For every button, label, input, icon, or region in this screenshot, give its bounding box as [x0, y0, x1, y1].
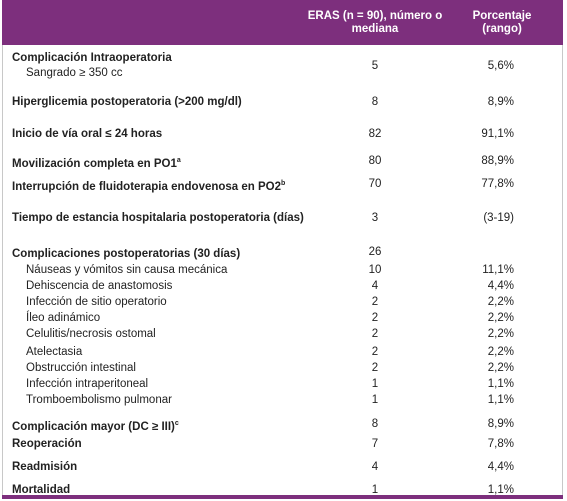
percent-value: 8,9%: [487, 96, 514, 108]
eras-value: 4: [371, 461, 379, 473]
percent-value: 4,4%: [487, 461, 514, 473]
column-header: ERAS (n = 90), número o mediana: [307, 10, 443, 35]
percent-value: 8,9%: [487, 418, 514, 430]
percent-value: 2,2%: [487, 346, 514, 358]
label-text: Interrupción de fluidoterapia endovenosa…: [12, 180, 282, 193]
eras-value: 3: [371, 212, 379, 224]
row-label: Obstrucción intestinal: [26, 362, 136, 374]
percent-value: 11,1%: [482, 264, 514, 276]
row-label: Celulitis/necrosis ostomal: [26, 328, 156, 340]
eras-value: 2: [371, 296, 379, 308]
row-label: Íleo adinámico: [26, 312, 101, 324]
eras-value: 2: [371, 362, 379, 374]
percent-value: 2,2%: [487, 312, 514, 324]
percent-value: 5,6%: [487, 60, 514, 72]
percent-value: 1,1%: [487, 484, 514, 496]
row-label: Mortalidad: [12, 484, 71, 496]
row-label: Readmisión: [12, 461, 78, 473]
row-label: Tromboembolismo pulmonar: [26, 394, 172, 406]
percent-value: 7,8%: [487, 438, 514, 450]
percent-value: 2,2%: [487, 296, 514, 308]
label-text: Complicación mayor (DC ≥ III): [12, 420, 175, 433]
row-label: Sangrado ≥ 350 cc: [26, 67, 123, 79]
row-label: Dehiscencia de anastomosis: [26, 280, 173, 292]
row-label: Atelectasia: [26, 346, 83, 358]
row-label: Reoperación: [12, 438, 82, 450]
header-band: [2, 0, 563, 45]
eras-value: 70: [368, 178, 382, 190]
eras-value: 2: [371, 328, 379, 340]
percent-value: 2,2%: [487, 328, 514, 340]
column-header: Porcentaje (rango): [472, 10, 532, 35]
eras-value: 80: [368, 155, 382, 167]
eras-value: 2: [371, 312, 379, 324]
eras-value: 5: [371, 60, 379, 72]
percent-value: 1,1%: [487, 394, 514, 406]
row-label: Complicación mayor (DC ≥ III)c: [12, 417, 179, 434]
eras-value: 1: [371, 394, 379, 406]
footnote-mark: c: [174, 420, 179, 427]
footnote-mark: a: [176, 157, 181, 164]
percent-value: 88,9%: [481, 155, 514, 167]
percent-value: (3-19): [483, 212, 514, 224]
row-label: Movilización completa en PO1a: [12, 154, 181, 171]
row-label: Hiperglicemia postoperatoria (>200 mg/dl…: [12, 96, 242, 108]
percent-value: 4,4%: [487, 280, 514, 292]
eras-value: 1: [371, 378, 379, 390]
eras-value: 2: [371, 346, 379, 358]
row-label: Tiempo de estancia hospitalaria postoper…: [12, 212, 304, 224]
percent-value: 1,1%: [487, 378, 514, 390]
footnote-mark: b: [281, 180, 286, 187]
row-label: Inicio de vía oral ≤ 24 horas: [12, 128, 163, 140]
bottom-rule: [2, 495, 563, 499]
percent-value: 77,8%: [481, 178, 514, 190]
eras-value: 7: [371, 438, 379, 450]
row-label: Complicación Intraoperatoria: [12, 52, 172, 64]
row-label: Infección intraperitoneal: [26, 378, 149, 390]
eras-value: 4: [371, 280, 379, 292]
percent-value: 91,1%: [481, 128, 514, 140]
eras-value: 26: [368, 246, 382, 258]
row-label: Complicaciones postoperatorias (30 días): [12, 248, 241, 260]
row-label: Interrupción de fluidoterapia endovenosa…: [12, 177, 285, 194]
eras-value: 10: [368, 264, 382, 276]
eras-value: 8: [371, 418, 379, 430]
eras-value: 1: [371, 484, 379, 496]
row-label: Náuseas y vómitos sin causa mecánica: [26, 264, 228, 276]
percent-value: 2,2%: [487, 362, 514, 374]
label-text: Movilización completa en PO1: [12, 157, 177, 170]
eras-value: 8: [371, 96, 379, 108]
eras-value: 82: [368, 128, 382, 140]
row-label: Infección de sitio operatorio: [26, 296, 167, 308]
